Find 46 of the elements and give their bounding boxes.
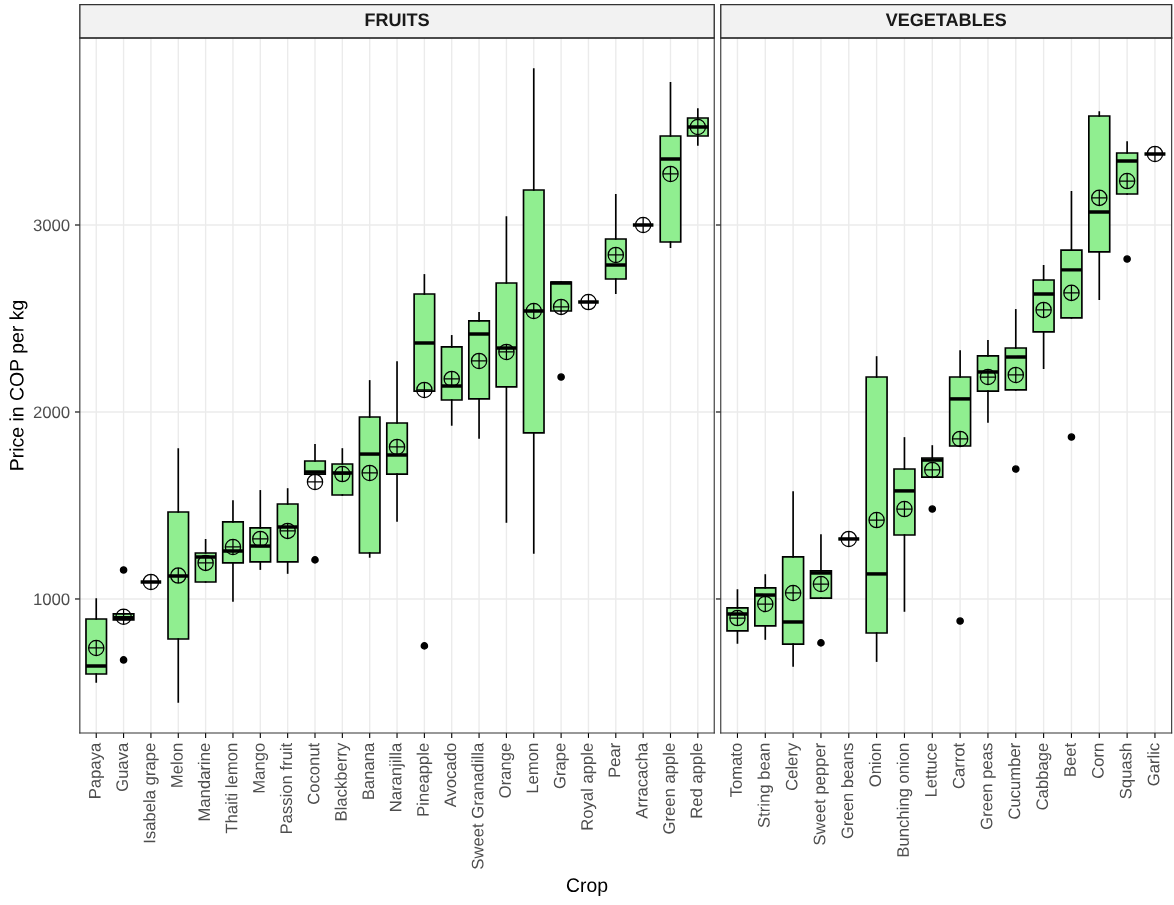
chart-title: VEGETABLES xyxy=(885,13,1007,27)
x-tick-label: Arracacha xyxy=(635,742,648,819)
x-tick-label: Green apple xyxy=(662,743,679,834)
x-tick-label: Corn xyxy=(1091,743,1104,779)
x-tick-label: Orange xyxy=(499,743,515,798)
x-tick-label: Garlic xyxy=(1147,743,1160,786)
x-tick-label: Mandarine xyxy=(197,743,211,821)
x-tick-label: Beet xyxy=(1064,742,1076,776)
x-tick-label: Isabela grape xyxy=(143,743,159,843)
x-tick-label: Red apple xyxy=(690,743,706,818)
x-tick-label: Papaya xyxy=(89,742,105,798)
y-axis-title: Price in COP per kg xyxy=(9,301,28,470)
x-tick-label: Royal apple xyxy=(580,743,597,830)
x-tick-label: Green peas xyxy=(980,743,996,830)
x-tick-label: Tomato xyxy=(730,743,742,798)
x-tick-label: Guava xyxy=(116,742,129,792)
x-tick-label: Melon xyxy=(170,743,183,787)
x-tick-label: Bunching onion xyxy=(896,743,913,857)
x-tick-label: Sweet pepper xyxy=(813,743,829,845)
x-axis-title: Crop xyxy=(566,878,608,896)
x-tick-label: Cucumber xyxy=(1008,743,1021,819)
x-tick-label: Naranjilla xyxy=(389,742,405,811)
x-tick-label: Lettuce xyxy=(925,743,937,797)
y-tick-label: 1000 xyxy=(34,593,70,606)
x-tick-label: Pear xyxy=(608,743,621,777)
x-tick-label: Onion xyxy=(868,743,882,787)
x-tick-label: Blackberry xyxy=(334,742,351,821)
x-tick-label: Pineapple xyxy=(416,743,433,816)
x-tick-label: Celery xyxy=(785,742,801,791)
y-tick-label: 2000 xyxy=(33,406,70,419)
x-tick-label: Lemon xyxy=(526,743,539,793)
x-tick-label: Grape xyxy=(553,743,569,789)
x-tick-label: Sweet Granadilla xyxy=(471,742,484,869)
x-tick-label: Green beans xyxy=(841,743,854,839)
x-tick-label: Coconut xyxy=(307,742,320,804)
x-tick-label: Banana xyxy=(362,742,375,799)
x-tick-label: String bean xyxy=(757,743,774,828)
x-tick-label: Carrot xyxy=(952,742,965,789)
x-tick-label: Mango xyxy=(253,743,269,793)
y-tick-label: 3000 xyxy=(33,219,70,232)
chart-title: FRUITS xyxy=(365,13,429,27)
x-tick-label: Thaiti lemon xyxy=(225,743,238,834)
x-tick-label: Squash xyxy=(1119,743,1135,799)
x-tick-label: Avocado xyxy=(443,743,457,808)
x-tick-label: Cabbage xyxy=(1035,743,1052,810)
x-tick-label: Passion fruit xyxy=(279,742,293,834)
